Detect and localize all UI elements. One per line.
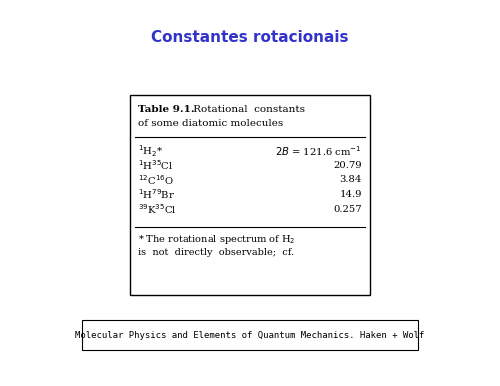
Text: 0.257: 0.257 <box>334 205 362 213</box>
Text: $^1$H$^{35}$Cl: $^1$H$^{35}$Cl <box>138 159 173 173</box>
Bar <box>82 320 418 350</box>
Text: 20.79: 20.79 <box>334 161 362 170</box>
Text: * The rotational spectrum of H$_2$: * The rotational spectrum of H$_2$ <box>138 233 296 246</box>
Text: Constantes rotacionais: Constantes rotacionais <box>151 30 349 46</box>
Bar <box>130 95 370 295</box>
Text: Table 9.1.: Table 9.1. <box>138 105 194 113</box>
Text: $^{12}$C$^{16}$O: $^{12}$C$^{16}$O <box>138 173 174 187</box>
Text: $^{39}$K$^{35}$Cl: $^{39}$K$^{35}$Cl <box>138 202 176 216</box>
Text: 3.84: 3.84 <box>340 176 362 185</box>
Text: $2B$ = 121.6 cm$^{-1}$: $2B$ = 121.6 cm$^{-1}$ <box>276 144 362 158</box>
Text: $^1$H$^{79}$Br: $^1$H$^{79}$Br <box>138 188 175 201</box>
Text: Molecular Physics and Elements of Quantum Mechanics. Haken + Wolf: Molecular Physics and Elements of Quantu… <box>76 330 424 340</box>
Text: $^1$H$_2$*: $^1$H$_2$* <box>138 143 164 159</box>
Text: Rotational  constants: Rotational constants <box>190 105 305 113</box>
Text: is  not  directly  observable;  cf.: is not directly observable; cf. <box>138 248 294 257</box>
Text: of some diatomic molecules: of some diatomic molecules <box>138 119 283 127</box>
Text: 14.9: 14.9 <box>340 190 362 199</box>
